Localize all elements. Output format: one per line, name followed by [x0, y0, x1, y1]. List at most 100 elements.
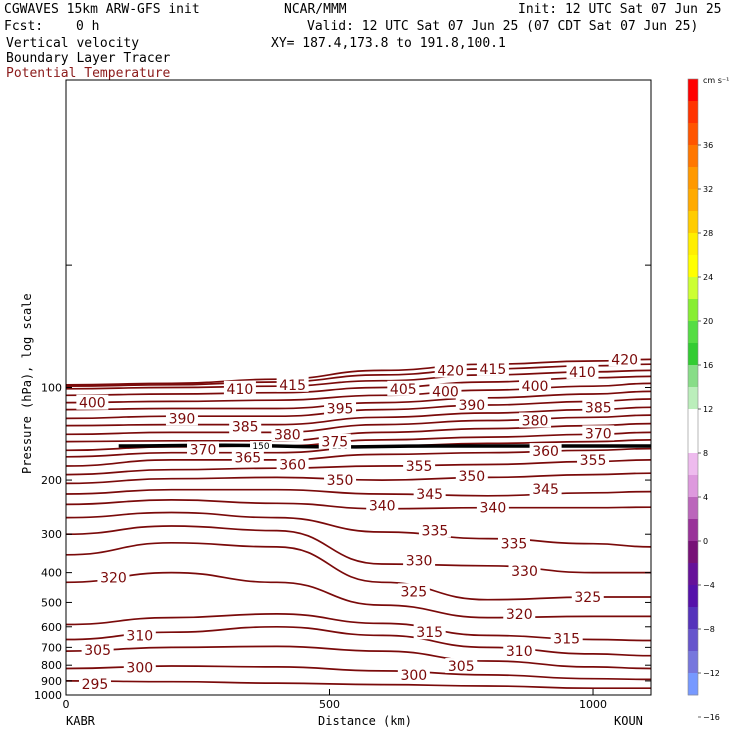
contour-label-bg — [455, 396, 488, 412]
legend-tick-label: 32 — [703, 185, 713, 194]
contour-label-bg — [582, 425, 615, 441]
y-tick-label: 1000 — [34, 689, 62, 702]
contour-label-bg — [276, 376, 309, 392]
legend-swatch — [688, 277, 698, 300]
contour-label-bg — [608, 351, 641, 367]
contour-label-bg — [519, 412, 552, 428]
contour-label: 370 — [190, 442, 217, 458]
contour-label: 310 — [506, 644, 533, 660]
contour-label: 345 — [416, 487, 443, 503]
y-tick-label: 400 — [41, 567, 62, 580]
contour-label: 315 — [416, 625, 443, 641]
contour-label-bg — [76, 394, 109, 410]
legend-tick-label: 8 — [703, 449, 708, 458]
legend-swatch — [688, 475, 698, 498]
bl-tracer-label: 150 — [252, 442, 269, 452]
contour-label-bg — [366, 497, 399, 513]
contour-label: 415 — [480, 362, 507, 378]
contour-label-bg — [577, 451, 610, 467]
y-tick-label: 700 — [41, 641, 62, 654]
contour-label-bg — [413, 624, 446, 640]
contour-label-bg — [550, 630, 583, 646]
isentrope-345 — [65, 488, 652, 497]
org-label: NCAR/MMM — [284, 2, 347, 17]
contour-label: 365 — [234, 451, 261, 467]
contour-label: 410 — [227, 382, 254, 398]
field-vertical-velocity: Vertical velocity — [6, 36, 140, 51]
legend-swatch — [688, 255, 698, 278]
isentrope-295 — [65, 680, 651, 690]
contour-label-bg — [123, 659, 156, 675]
legend-tick-label: −12 — [703, 669, 720, 678]
y-tick-label: 300 — [41, 528, 62, 541]
init-time: Init: 12 UTC Sat 07 Jun 25 — [518, 2, 722, 17]
contour-label: 335 — [501, 537, 528, 553]
contour-label: 380 — [274, 427, 301, 443]
legend-tick-label: −16 — [703, 713, 720, 722]
contour-label: 400 — [522, 379, 549, 395]
legend-tick-label: 20 — [703, 317, 713, 326]
legend-tick-label: 16 — [703, 361, 713, 370]
contour-label-bg — [276, 456, 309, 472]
legend-swatch — [688, 651, 698, 674]
contour-label: 385 — [232, 420, 259, 436]
contour-label-bg — [566, 363, 599, 379]
contour-label: 300 — [126, 661, 153, 677]
contour-label-bg — [387, 380, 420, 396]
contour-label: 350 — [327, 473, 354, 489]
legend-tick-label: 0 — [703, 537, 708, 546]
contour-label-bg — [397, 666, 430, 682]
right-station-label: KOUN — [614, 714, 643, 728]
contour-label: 320 — [506, 607, 533, 623]
legend-swatch — [688, 299, 698, 322]
contour-label: 380 — [522, 413, 549, 429]
legend-swatch — [688, 541, 698, 564]
contour-label-bg — [508, 562, 541, 578]
isentrope-325 — [65, 541, 651, 601]
y-tick-label: 500 — [41, 596, 62, 609]
contour-label-bg — [403, 457, 436, 473]
legend-tick-label: −4 — [703, 581, 715, 590]
legend-swatch — [688, 607, 698, 630]
contour-label: 340 — [369, 499, 396, 515]
x-tick-label: 0 — [63, 698, 70, 711]
contour-label-bg — [476, 499, 509, 515]
legend-swatch — [688, 343, 698, 366]
contour-label: 390 — [458, 398, 485, 414]
contour-label-bg — [78, 675, 111, 691]
contour-label-bg — [455, 467, 488, 483]
field-bl-tracer: Boundary Layer Tracer — [6, 51, 171, 66]
legend-tick-label: 24 — [703, 273, 713, 282]
isentrope-395 — [65, 390, 652, 411]
contour-label: 375 — [321, 435, 348, 451]
y-tick-label: 800 — [41, 659, 62, 672]
isentrope-330 — [65, 525, 651, 574]
legend-swatch — [688, 145, 698, 168]
model-title: CGWAVES 15km ARW-GFS init — [4, 2, 200, 17]
y-tick-label: 900 — [41, 675, 62, 688]
contour-label: 310 — [126, 628, 153, 644]
contour-label: 305 — [448, 659, 475, 675]
contour-label-bg — [582, 399, 615, 415]
isentrope-335 — [65, 511, 652, 548]
contour-label: 330 — [406, 553, 433, 569]
isentrope-420 — [65, 358, 652, 386]
y-tick-label: 100 — [41, 382, 62, 395]
forecast-label: Fcst: — [4, 19, 44, 34]
contour-label-bg — [403, 552, 436, 568]
contour-label-bg — [529, 443, 562, 459]
contour-label-bg — [503, 605, 536, 621]
contour-label-bg — [223, 380, 256, 396]
contour-label: 420 — [437, 363, 464, 379]
isentrope-350 — [65, 472, 652, 485]
isentrope-400 — [65, 382, 652, 404]
contour-label-bg — [81, 642, 114, 658]
contour-label-bg — [413, 486, 446, 502]
contour-label: 345 — [532, 482, 559, 498]
isentrope-300 — [65, 665, 652, 681]
contour-label-bg — [397, 583, 430, 599]
legend-swatch — [688, 453, 698, 476]
contour-label: 330 — [511, 564, 538, 580]
legend-swatch — [688, 673, 698, 696]
